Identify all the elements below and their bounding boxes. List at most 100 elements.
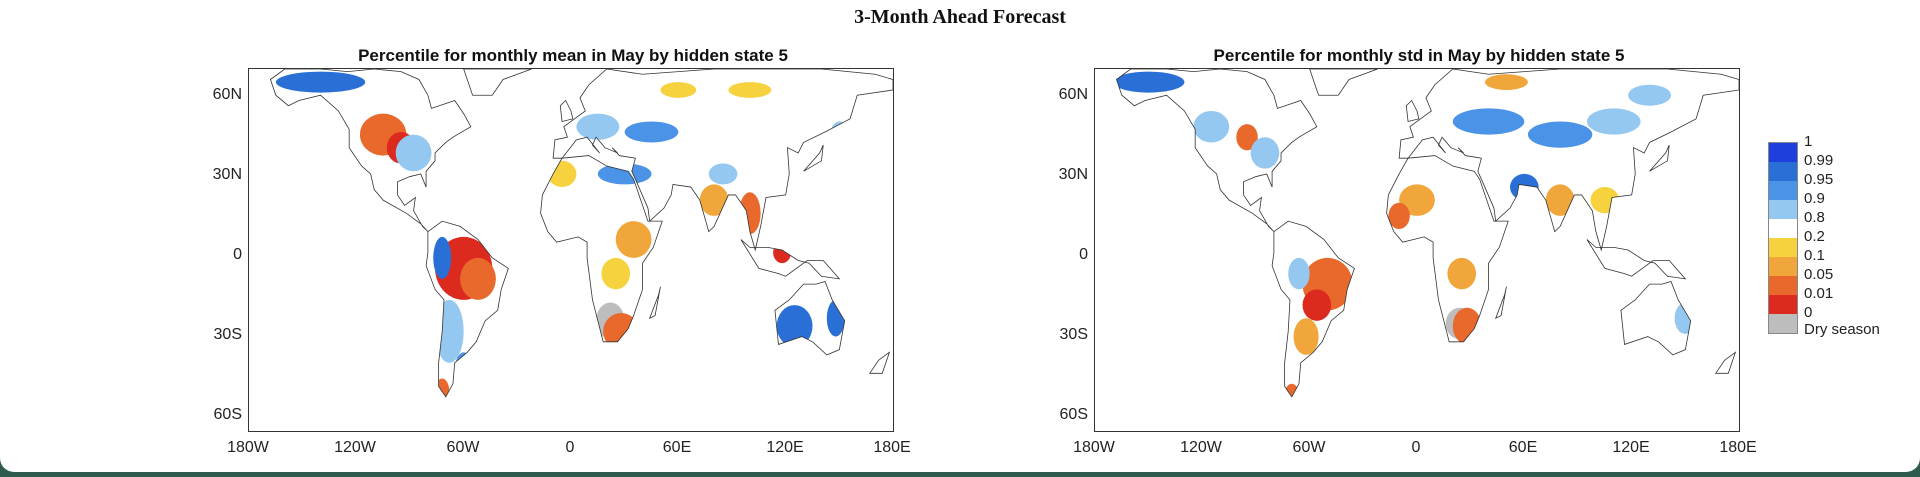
panel-title-mean: Percentile for monthly mean in May by hi… [358, 46, 788, 65]
colorbar-label: 0 [1804, 304, 1813, 321]
anomaly-region [547, 160, 577, 188]
x-tick: 180E [1719, 439, 1757, 456]
y-tick: 30S [213, 326, 242, 343]
colorbar-swatch [1769, 162, 1797, 181]
coastline [559, 99, 574, 122]
anomaly-region [1590, 187, 1620, 214]
map-std [1094, 68, 1740, 432]
colorbar-swatch [1769, 257, 1797, 276]
anomaly-region [1674, 302, 1697, 334]
anomaly-region [1288, 257, 1310, 290]
anomaly-region [660, 82, 697, 98]
x-tick: 0 [1411, 439, 1421, 456]
coastline [1620, 280, 1692, 356]
x-tick: 120W [1180, 439, 1222, 456]
coastline [1309, 69, 1378, 96]
anomaly-region [1447, 257, 1477, 290]
x-tick: 60W [1292, 439, 1326, 456]
anomaly-region [1193, 110, 1230, 143]
coastline [1386, 155, 1509, 343]
coastline [1271, 220, 1355, 398]
y-tick: 30N [212, 166, 242, 183]
x-tick: 120E [1612, 439, 1650, 456]
anomaly-region [1286, 179, 1298, 195]
colorbar-swatch [1769, 295, 1797, 314]
anomaly-region [597, 163, 652, 185]
anomaly-layer [1116, 71, 1697, 397]
x-tick: 120E [766, 439, 804, 456]
coastline [868, 351, 891, 374]
colorbar-label: 0.95 [1804, 171, 1834, 188]
coastline [1714, 351, 1737, 374]
x-tick: 60E [1508, 439, 1538, 456]
coastline [463, 69, 532, 96]
anomaly-region [1284, 383, 1299, 397]
anomaly-region [1628, 84, 1672, 106]
anomaly-region [1527, 121, 1593, 148]
anomaly-region [1302, 289, 1332, 321]
anomaly-region [1586, 108, 1641, 135]
colorbar-swatch [1769, 276, 1797, 295]
x-tick: 180W [227, 439, 269, 456]
colorbar-swatch [1769, 219, 1797, 238]
colorbar-swatch [1769, 143, 1797, 162]
colorbar-label: 0.2 [1804, 228, 1825, 245]
anomaly-region [728, 82, 772, 98]
anomaly-region [830, 121, 849, 148]
y-tick: 0 [233, 246, 242, 263]
anomaly-region [773, 242, 792, 264]
anomaly-region [460, 257, 496, 300]
anomaly-region [1545, 184, 1575, 216]
coastline [648, 286, 661, 320]
coastline [552, 69, 893, 252]
coastline [540, 155, 663, 343]
anomaly-region [1116, 71, 1185, 93]
coastline [1586, 239, 1687, 280]
x-tick: 120W [334, 439, 376, 456]
y-tick: 60S [1059, 406, 1088, 423]
y-tick: 60N [212, 86, 242, 103]
figure-title: 3-Month Ahead Forecast [854, 6, 1066, 28]
map-mean-svg [269, 69, 893, 398]
anomaly-region [601, 257, 631, 290]
anomaly-region [1484, 74, 1528, 90]
coastline [425, 220, 509, 398]
coastline [803, 144, 824, 172]
x-tick: 0 [565, 439, 575, 456]
anomaly-region [1236, 124, 1258, 151]
y-tick: 30N [1058, 166, 1088, 183]
coastline [1494, 286, 1507, 320]
colorbar [1768, 142, 1798, 334]
anomaly-region [1293, 318, 1319, 355]
colorbar-label: 0.01 [1804, 285, 1834, 302]
anomaly-region [1399, 184, 1435, 216]
colorbar-label: 0.99 [1804, 152, 1834, 169]
colorbar-swatch [1769, 181, 1797, 200]
anomaly-region [1452, 307, 1482, 345]
colorbar-label: 1 [1804, 133, 1813, 150]
x-tick: 180E [873, 439, 911, 456]
anomaly-region [433, 236, 452, 279]
anomaly-region [615, 221, 652, 258]
colorbar-swatch [1769, 238, 1797, 257]
y-tick: 30S [1059, 326, 1088, 343]
anomaly-region [395, 134, 432, 172]
colorbar-label: Dry season [1804, 321, 1880, 338]
colorbar-label: 0.05 [1804, 266, 1834, 283]
colorbar-label: 0.1 [1804, 247, 1825, 264]
map-mean [248, 68, 894, 432]
y-tick: 60N [1058, 86, 1088, 103]
anomaly-region [1250, 137, 1280, 169]
anomaly-region [1388, 202, 1410, 230]
coastline [774, 280, 846, 356]
colorbar-swatch [1769, 314, 1797, 333]
x-tick: 60E [662, 439, 692, 456]
x-tick: 180W [1073, 439, 1115, 456]
colorbar-swatch [1769, 200, 1797, 219]
anomaly-region [603, 312, 639, 350]
y-tick: 60S [213, 406, 242, 423]
anomaly-region [776, 305, 813, 348]
anomaly-region [426, 187, 437, 203]
anomaly-region [1452, 108, 1525, 135]
anomaly-region [275, 71, 366, 93]
